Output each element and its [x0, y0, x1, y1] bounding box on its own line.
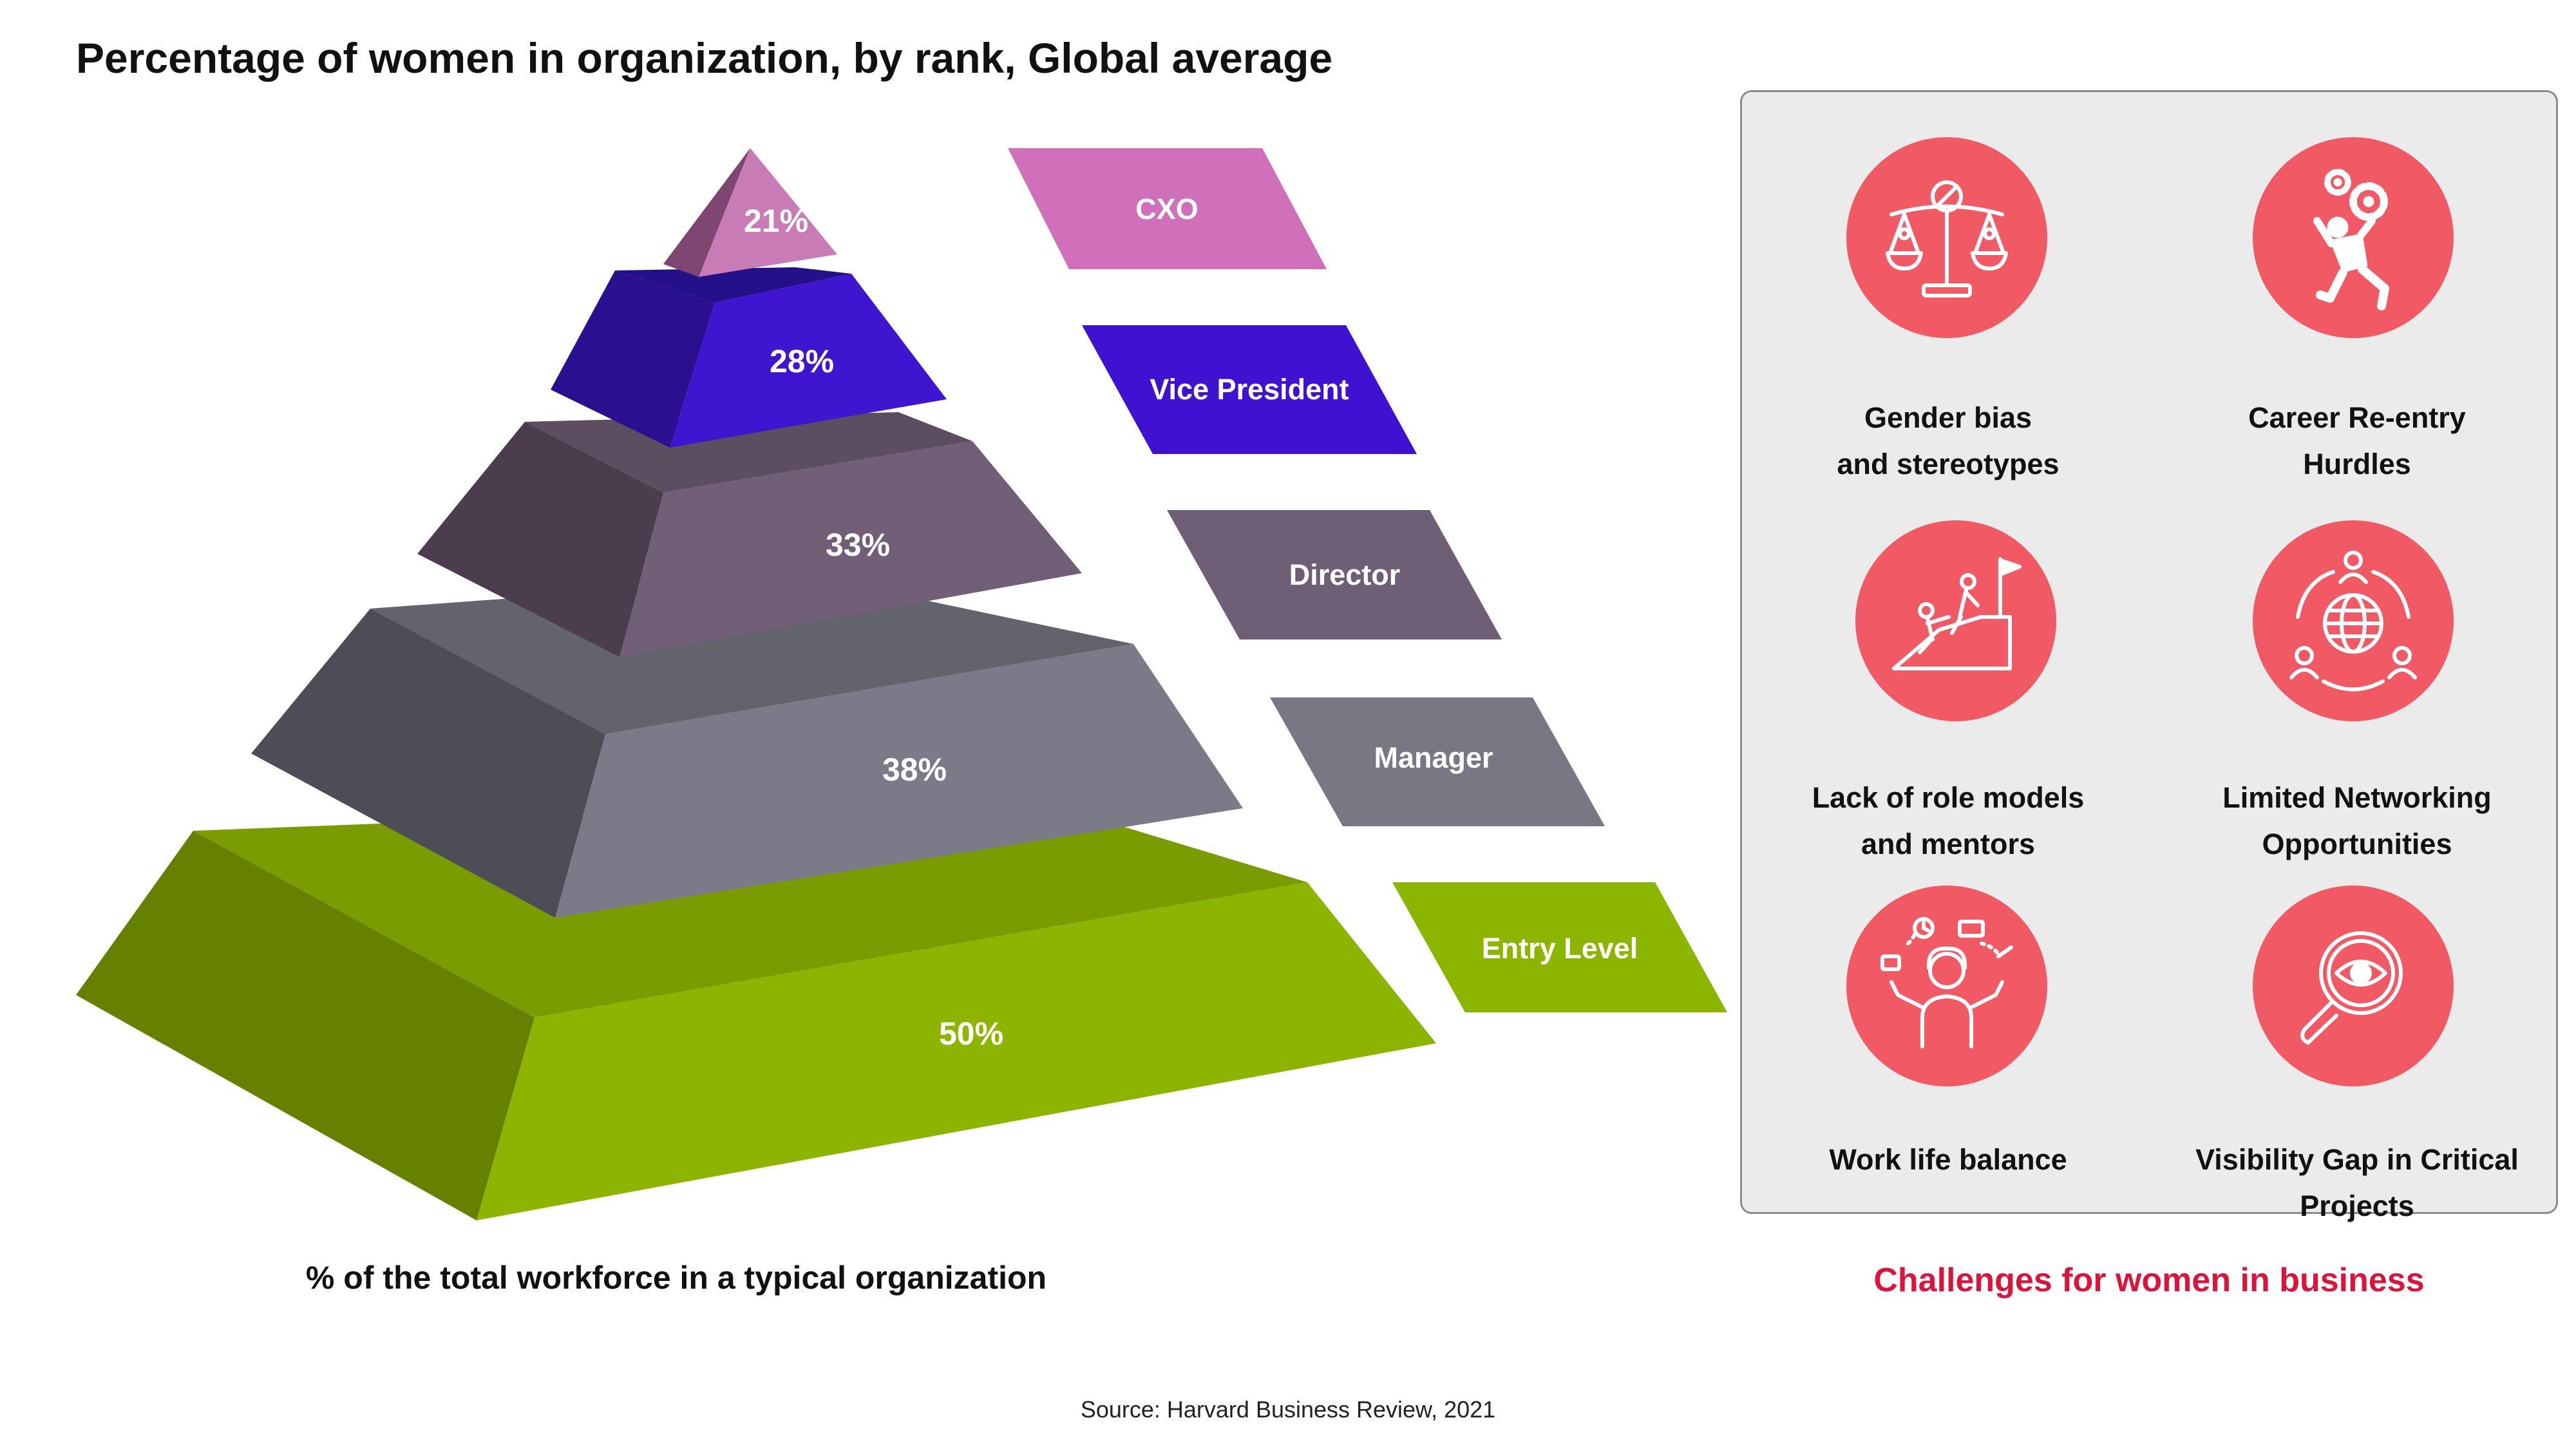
pyramid-chart: 50% 38% 33% 28% 21% CXO Vice President D…: [76, 148, 1727, 1220]
tier-cxo-side: [663, 148, 750, 277]
challenge-networking-text: Limited Networking Opportunities: [2222, 781, 2492, 860]
challenges-panel: Gender bias and stereotypes Career Re-en…: [1740, 90, 2558, 1222]
rank-tag-entry-level: Entry Level: [1392, 882, 1727, 1012]
challenge-networking: Limited Networking Opportunities: [2151, 520, 2563, 881]
network-globe-icon: [2253, 520, 2454, 721]
mentor-climb-icon: [1855, 520, 2056, 721]
tier-vp-top: [615, 267, 851, 303]
rank-tag-director: Director: [1167, 510, 1502, 639]
challenge-role-models: Lack of role models and mentors: [1742, 520, 2154, 881]
source-note: Source: Harvard Business Review, 2021: [1080, 1396, 1496, 1423]
tier-manager-percent: 38%: [882, 752, 947, 788]
pyramid-caption: % of the total workforce in a typical or…: [305, 1260, 1047, 1296]
magnifier-eye-icon: [2253, 886, 2454, 1086]
challenge-gender-bias-text: Gender bias and stereotypes: [1837, 401, 2060, 480]
tier-vp-side: [551, 270, 715, 448]
tier-director: 33%: [417, 412, 1082, 657]
challenge-work-life-text: Work life balance: [1829, 1143, 2067, 1176]
juggling-woman-icon: [1846, 886, 2047, 1086]
rank-tag-cxo-label: CXO: [1135, 193, 1198, 225]
tier-cxo: 21%: [663, 148, 837, 277]
challenge-career-reentry: Career Re-entry Hurdles: [2151, 137, 2563, 498]
tier-manager-front: [555, 644, 1243, 918]
challenge-gender-bias: Gender bias and stereotypes: [1742, 137, 2154, 498]
rank-tag-cxo: CXO: [1008, 148, 1327, 269]
tier-cxo-percent: 21%: [744, 203, 808, 239]
gears-person-icon: [2253, 137, 2454, 338]
challenges-caption: Challenges for women in business: [1873, 1262, 2425, 1299]
challenge-work-life: Work life balance: [1742, 886, 2154, 1208]
tier-vice-president: 28%: [551, 267, 947, 448]
rank-tag-manager-label: Manager: [1374, 741, 1493, 774]
challenge-career-reentry-text: Career Re-entry Hurdles: [2248, 401, 2466, 480]
tier-cxo-front: [699, 148, 837, 277]
scales-bias-icon: [1846, 137, 2047, 338]
challenge-role-models-text: Lack of role models and mentors: [1812, 781, 2085, 860]
tier-manager-side: [251, 609, 605, 918]
rank-tag-vp-label: Vice President: [1150, 373, 1349, 406]
rank-tag-director-label: Director: [1289, 558, 1401, 591]
tier-director-percent: 33%: [826, 527, 890, 563]
tier-entry-percent: 50%: [939, 1016, 1003, 1052]
tier-director-front: [620, 441, 1082, 657]
tier-entry-front: [477, 882, 1436, 1220]
challenge-visibility: Visibility Gap in Critical Projects: [2151, 886, 2563, 1222]
tier-director-top: [525, 412, 972, 493]
rank-tag-entry-label: Entry Level: [1482, 932, 1638, 965]
tier-entry-side: [76, 831, 535, 1220]
tier-director-side: [417, 422, 663, 657]
tier-vp-percent: 28%: [770, 343, 834, 379]
rank-tag-vice-president: Vice President: [1082, 325, 1417, 454]
challenge-visibility-text: Visibility Gap in Critical Projects: [2195, 1143, 2519, 1222]
tier-vp-front: [670, 274, 947, 448]
rank-tag-manager: Manager: [1270, 697, 1605, 826]
page-title: Percentage of women in organization, by …: [76, 34, 1333, 82]
